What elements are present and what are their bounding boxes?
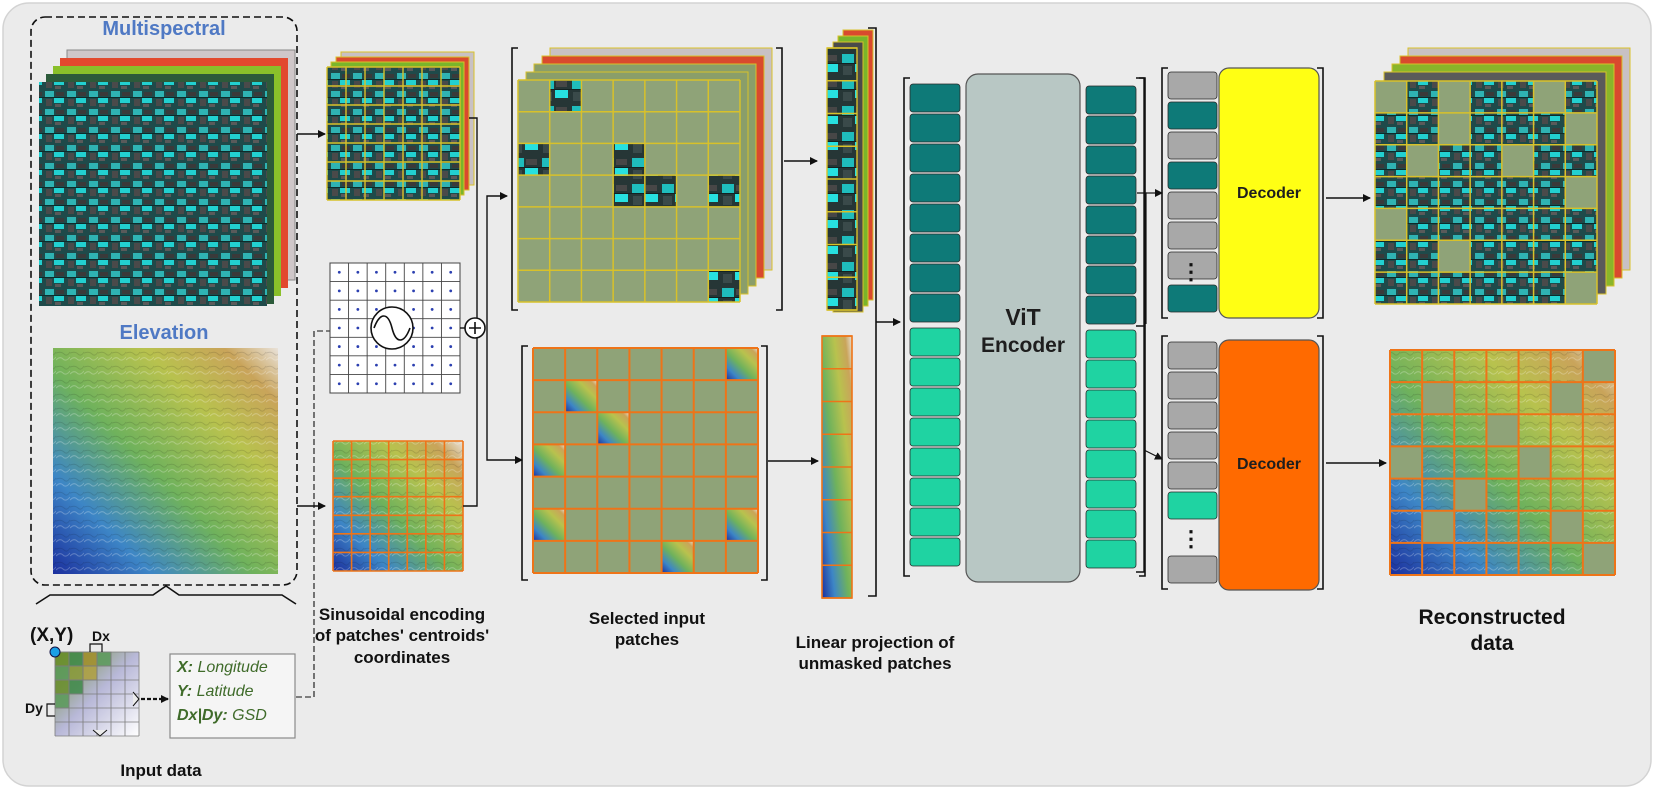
selected-bottom-bracket-left	[521, 345, 528, 581]
encoder-bracket-left	[903, 77, 910, 577]
dem-unmasked-strip	[821, 335, 853, 599]
projection-caption: Linear projection of unmasked patches	[780, 632, 970, 675]
encoder-label-line1: ViT	[1005, 304, 1040, 330]
selected-top-bracket-right	[776, 47, 783, 311]
decoder-bottom-bracket-left	[1161, 335, 1168, 590]
selection-caption-line1: Selected input	[588, 609, 706, 628]
encoding-caption-line1: Sinusoidal encoding	[318, 605, 486, 624]
svg-text:⋮: ⋮	[1180, 259, 1202, 284]
decoder-bottom-tokens	[1167, 341, 1218, 584]
vit-encoder-box	[965, 73, 1081, 583]
metadata-connector	[296, 330, 330, 698]
reconstructed-ms-stack	[1374, 47, 1631, 305]
decoder-top-bracket-right	[1317, 67, 1324, 319]
selected-ms-stack	[517, 47, 773, 303]
input-dashed-frame	[30, 16, 298, 586]
decoder-top-bracket-left	[1161, 67, 1168, 319]
decoder-top-tokens	[1167, 71, 1218, 313]
ms-patch-stack	[326, 51, 475, 201]
meta-d-value: GSD	[227, 707, 267, 724]
decoder-top-box	[1218, 67, 1320, 319]
svg-text:⋮: ⋮	[1180, 526, 1202, 551]
encoder-input-tokens	[909, 83, 961, 567]
encoding-caption-line3: coordinates	[353, 647, 451, 667]
encoder-label-line2: Encoder	[981, 334, 1065, 357]
combine-bracket	[463, 117, 478, 507]
elevation-title: Elevation	[119, 322, 209, 344]
coordinate-label: (X,Y)	[30, 625, 74, 646]
decoder-bottom-label: Decoder	[1237, 456, 1301, 473]
selected-top-bracket-left	[511, 47, 518, 311]
decoder-bottom-box	[1218, 339, 1320, 591]
selection-caption-line2: patches	[614, 630, 680, 650]
decoder-top-label: Decoder	[1237, 185, 1301, 202]
selected-bottom-bracket-right	[761, 345, 768, 581]
decoder-bottom-bracket-right	[1317, 335, 1324, 590]
encoder-output-tokens	[1085, 85, 1137, 569]
georeference-thumbnail	[46, 643, 140, 737]
multispectral-title: Multispectral	[102, 18, 226, 40]
reconstructed-caption-line2: data	[1470, 632, 1514, 656]
encoding-caption: Sinusoidal encoding of patches' centroid…	[312, 604, 492, 668]
meta-y-value: Latitude	[192, 683, 254, 700]
reconstructed-dem-grid	[1389, 349, 1616, 576]
reconstructed-caption: Reconstructed data	[1392, 605, 1592, 658]
projection-caption-line2: unmasked patches	[798, 654, 952, 674]
origin-point-icon	[49, 646, 61, 658]
dx-label: Dx	[92, 628, 110, 644]
meta-y-key: Y:	[177, 683, 193, 700]
projection-bracket	[868, 27, 877, 597]
reconstructed-caption-line1: Reconstructed	[1418, 606, 1566, 629]
encoding-caption-line2: of patches' centroids'	[314, 626, 490, 646]
meta-d-key: Dx|Dy:	[177, 707, 228, 724]
metadata-text: X: Longitude Y: Latitude Dx|Dy: GSD	[177, 656, 297, 728]
dy-label: Dy	[25, 700, 43, 716]
meta-x-key: X:	[177, 659, 193, 676]
metadata-box	[169, 653, 296, 739]
elevation-image	[53, 348, 278, 574]
positional-encoding-grid	[329, 262, 461, 394]
dem-patch-grid	[332, 440, 464, 572]
ms-unmasked-strip	[826, 29, 874, 313]
selection-caption: Selected input patches	[567, 608, 727, 651]
projection-caption-line1: Linear projection of	[795, 633, 955, 652]
meta-x-value: Longitude	[193, 659, 268, 676]
selected-dem-grid	[532, 347, 759, 574]
multispectral-stack	[39, 49, 296, 306]
input-data-caption: Input data	[120, 761, 202, 780]
input-brace	[35, 585, 297, 605]
